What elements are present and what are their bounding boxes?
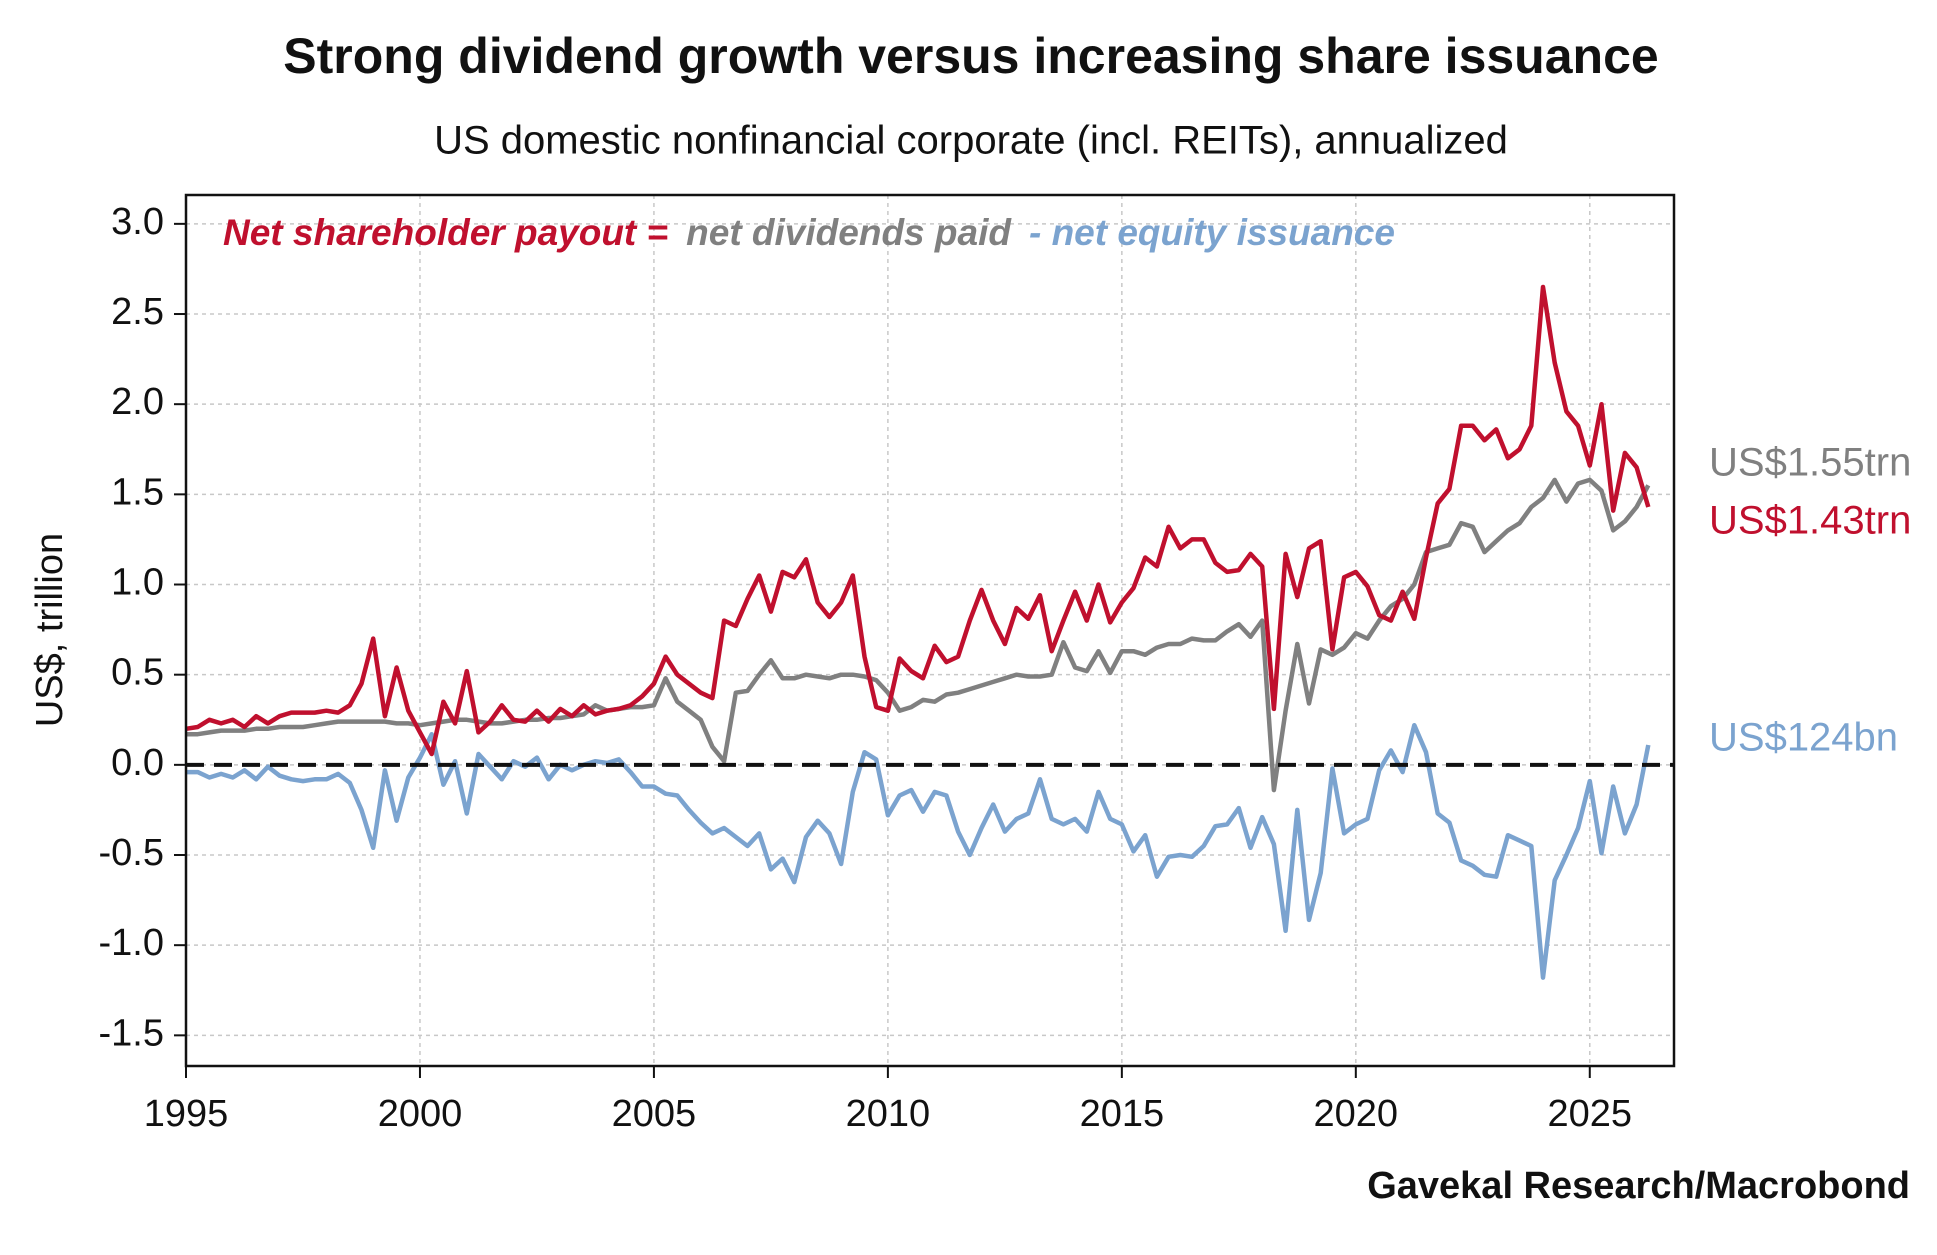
chart-subtitle: US domestic nonfinancial corporate (incl…: [434, 119, 1508, 163]
y-tick-label: -1.5: [99, 1012, 164, 1054]
end-label: US$1.43trn: [1709, 499, 1911, 543]
end-label: US$1.55trn: [1709, 441, 1911, 485]
legend-entry: Net shareholder payout =: [223, 212, 668, 253]
y-tick-label: -0.5: [99, 832, 164, 874]
y-tick-label: -1.0: [99, 922, 164, 964]
series-line: [185, 284, 1651, 757]
legend: Net shareholder payout = net dividends pa…: [223, 212, 1395, 253]
x-tick-label: 2010: [846, 1093, 931, 1135]
end-label: US$124bn: [1709, 716, 1898, 760]
y-axis-label: US$, trillion: [29, 533, 71, 727]
y-tick-label: 0.0: [111, 742, 164, 784]
source: Gavekal Research/Macrobond: [1367, 1165, 1910, 1207]
grid: [185, 195, 1674, 1066]
y-tick-label: 3.0: [111, 201, 164, 243]
x-tick-label: 2020: [1314, 1093, 1399, 1135]
chart-title: Strong dividend growth versus increasing…: [283, 28, 1658, 84]
lines: [185, 284, 1651, 980]
x-tick-label: 2025: [1548, 1093, 1633, 1135]
x-tick-label: 2015: [1080, 1093, 1165, 1135]
x-tick-label: 2000: [378, 1093, 463, 1135]
series-line: [186, 477, 1651, 793]
x-tick-label: 1995: [144, 1093, 229, 1135]
x-tick-label: 2005: [612, 1093, 697, 1135]
y-tick-label: 2.0: [111, 381, 164, 423]
y-tick-label: 0.5: [111, 652, 164, 694]
legend-entry: - net equity issuance: [1029, 212, 1395, 253]
y-tick-label: 1.5: [111, 471, 164, 513]
plot-frame: [184, 193, 1676, 1068]
legend-entry: net dividends paid: [686, 212, 1012, 253]
y-tick-label: 2.5: [111, 291, 164, 333]
y-tick-label: 1.0: [111, 562, 164, 604]
